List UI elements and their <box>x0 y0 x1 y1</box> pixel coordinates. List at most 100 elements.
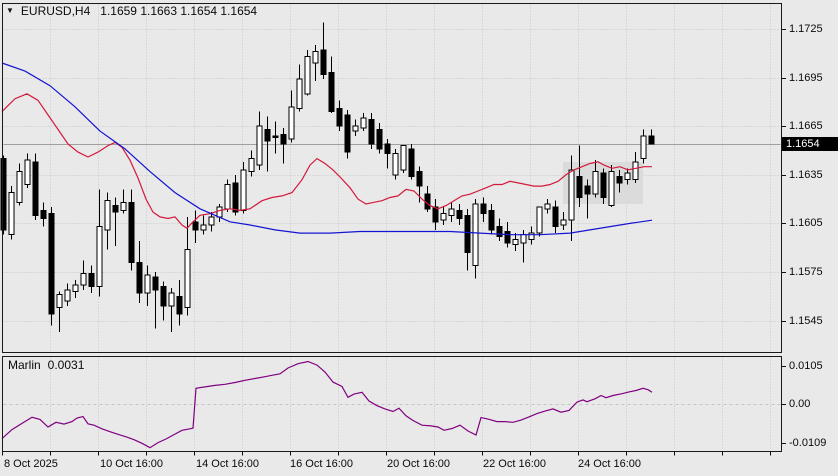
candle-bullish <box>392 153 399 176</box>
time-axis-label: 24 Oct 16:00 <box>578 458 641 470</box>
candle-bearish <box>336 107 343 127</box>
candle-bearish <box>176 295 183 315</box>
indicator-name-label: Marlin <box>8 358 41 372</box>
time-axis-label: 16 Oct 16:00 <box>290 458 353 470</box>
symbol-dropdown-icon: ▼ <box>6 6 14 15</box>
candle-bearish <box>152 276 159 291</box>
price-axis-label: 1.1605 <box>789 216 823 229</box>
ma-slow-blue <box>1 62 653 236</box>
candle-bullish <box>360 117 367 129</box>
candle-bullish <box>120 201 127 211</box>
candle-bullish <box>168 292 175 307</box>
indicator-axis-label: -0.0109 <box>789 436 827 449</box>
price-axis-label: 1.1635 <box>789 168 823 181</box>
candle-bearish <box>488 209 495 231</box>
candle-bullish <box>640 135 647 160</box>
candle-bullish <box>312 51 319 64</box>
candle-bullish <box>624 172 631 181</box>
candle-bearish <box>160 286 167 307</box>
candle-bullish <box>8 192 15 236</box>
candle-bearish <box>0 158 7 231</box>
candle-bearish <box>456 209 463 220</box>
marlin-line <box>1 360 653 449</box>
candle-bullish <box>184 248 191 309</box>
candle-bearish <box>32 161 39 216</box>
candle-bullish <box>528 232 535 241</box>
candle-bullish <box>304 56 311 95</box>
indicator-axis-label: 0.0105 <box>789 359 823 372</box>
candle-bearish <box>416 171 423 187</box>
candle-bearish <box>584 185 591 195</box>
candle-bullish <box>632 161 639 181</box>
price-axis-label: 1.1665 <box>789 119 823 132</box>
candle-bullish <box>224 184 231 210</box>
indicator-axis-label: 0.00 <box>789 397 811 410</box>
candle-bullish <box>248 158 255 173</box>
candle-bullish <box>400 145 407 171</box>
time-axis-label: 22 Oct 16:00 <box>483 458 546 470</box>
candle-bullish <box>24 159 31 186</box>
candle-bullish <box>104 200 111 231</box>
candle-bearish <box>136 261 143 294</box>
candle-bearish <box>128 201 135 263</box>
candle-bearish <box>496 226 503 237</box>
time-axis-label: 8 Oct 2025 <box>4 458 58 470</box>
ohlc-readout: 1.1659 1.1663 1.1654 1.1654 <box>100 4 258 18</box>
candle-bearish <box>464 214 471 254</box>
price-axis-label: 1.1695 <box>789 71 823 84</box>
ma-fast-red <box>1 93 652 230</box>
candle-bearish <box>432 206 439 223</box>
time-axis-label: 10 Oct 16:00 <box>100 458 163 470</box>
candle-bearish <box>376 128 383 150</box>
candle-bullish <box>544 203 551 210</box>
candle-bullish <box>256 125 263 166</box>
candle-bearish <box>192 221 199 231</box>
candle-bullish <box>296 78 303 109</box>
candle-bearish <box>576 175 583 198</box>
candle-bullish <box>80 273 87 286</box>
candle-bullish <box>512 239 519 245</box>
candle-bearish <box>280 133 287 145</box>
candle-bullish <box>64 289 71 302</box>
candle-bullish <box>448 208 455 216</box>
candle-bearish <box>552 206 559 228</box>
candle-bearish <box>384 143 391 155</box>
candle-bearish <box>480 203 487 215</box>
candle-bearish <box>368 119 375 145</box>
main-panel-border <box>2 3 782 353</box>
candle-bullish <box>560 219 567 226</box>
candle-bullish <box>240 169 247 211</box>
price-axis-label: 1.1545 <box>789 314 823 327</box>
candle-bearish <box>264 128 271 142</box>
candle-bullish <box>472 203 479 267</box>
candle-bearish <box>504 231 511 244</box>
chart-header: ▼ EURUSD,H4 1.1659 1.1663 1.1654 1.1654 <box>6 4 257 18</box>
candle-bearish <box>40 209 47 220</box>
candle-bullish <box>200 224 207 231</box>
candle-bearish <box>272 135 279 139</box>
candle-bearish <box>648 135 655 145</box>
candle-bullish <box>536 206 543 234</box>
candle-bullish <box>608 171 615 207</box>
indicator-value-label: 0.0031 <box>47 358 85 372</box>
candle-bullish <box>520 234 527 244</box>
candle-bearish <box>112 205 119 213</box>
indicator-panel-border <box>2 356 782 452</box>
candle-bullish <box>216 206 223 218</box>
current-price-marker: 1.1654 <box>782 137 838 152</box>
candle-bearish <box>48 213 55 315</box>
candle-bearish <box>320 49 327 75</box>
candle-bullish <box>352 125 359 132</box>
candle-bullish <box>440 213 447 221</box>
price-axis-label: 1.1575 <box>789 265 823 278</box>
candle-bearish <box>408 148 415 177</box>
candle-bullish <box>72 284 79 292</box>
candle-bearish <box>328 72 335 113</box>
candle-bearish <box>88 273 95 288</box>
candle-bullish <box>592 171 599 195</box>
time-axis-label: 20 Oct 16:00 <box>387 458 450 470</box>
candle-bullish <box>144 274 151 294</box>
candle-bearish <box>232 182 239 213</box>
